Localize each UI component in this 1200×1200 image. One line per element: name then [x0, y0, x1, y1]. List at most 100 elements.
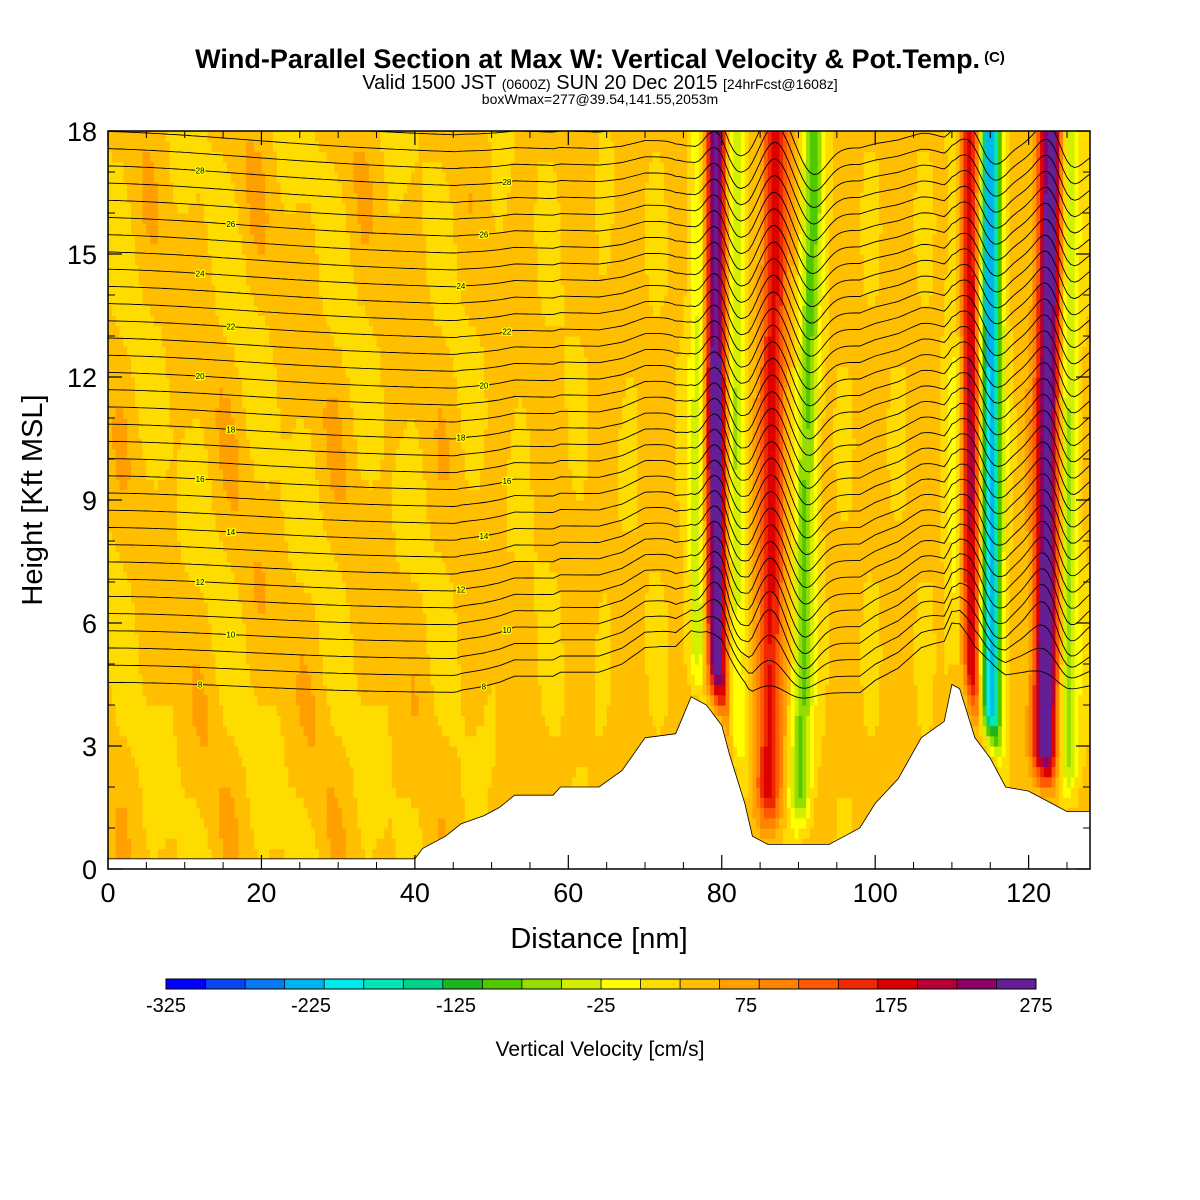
velocity-cell — [798, 489, 803, 501]
velocity-cell — [706, 172, 711, 183]
velocity-cell — [1055, 366, 1060, 378]
velocity-cell — [645, 612, 669, 624]
velocity-cell — [1005, 315, 1011, 327]
velocity-cell — [775, 479, 780, 491]
velocity-cell — [1078, 541, 1087, 552]
velocity-cell — [702, 469, 708, 481]
velocity-cell — [710, 418, 723, 429]
velocity-cell — [971, 377, 976, 388]
velocity-cell — [771, 735, 777, 747]
velocity-cell — [790, 264, 800, 276]
velocity-cell — [817, 469, 823, 481]
velocity-cell — [802, 336, 807, 347]
velocity-cell — [928, 295, 945, 306]
velocity-cell — [691, 612, 704, 624]
velocity-cell — [207, 735, 236, 747]
velocity-cell — [698, 192, 704, 204]
velocity-cell — [763, 623, 769, 634]
velocity-cell — [997, 500, 1003, 511]
velocity-cell — [729, 192, 734, 204]
velocity-cell — [683, 571, 692, 583]
velocity-cell — [740, 305, 746, 317]
velocity-cell — [813, 428, 819, 440]
velocity-cell — [702, 674, 708, 686]
velocity-cell — [825, 202, 834, 214]
velocity-cell — [779, 428, 784, 440]
velocity-cell — [867, 725, 876, 737]
velocity-cell — [460, 295, 543, 306]
velocity-cell — [963, 366, 968, 378]
velocity-cell — [733, 233, 742, 245]
velocity-cell — [767, 202, 773, 214]
velocity-cell — [798, 213, 803, 224]
velocity-cell — [460, 694, 489, 706]
velocity-cell — [1005, 428, 1011, 440]
velocity-cell — [905, 377, 941, 388]
velocity-cell — [380, 356, 454, 368]
velocity-cell — [729, 592, 734, 604]
velocity-cell — [913, 664, 938, 675]
velocity-cell — [817, 602, 830, 614]
velocity-cell — [744, 264, 750, 276]
velocity-cell — [702, 325, 708, 337]
velocity-cell — [1074, 602, 1080, 614]
velocity-cell — [134, 623, 213, 634]
velocity-cell — [982, 520, 988, 532]
velocity-cell — [1001, 182, 1007, 194]
velocity-cell — [1032, 551, 1037, 563]
velocity-cell — [345, 469, 362, 481]
velocity-cell — [744, 346, 750, 358]
velocity-cell — [1024, 418, 1030, 429]
velocity-cell — [483, 459, 508, 470]
velocity-cell — [668, 623, 684, 634]
velocity-cell — [637, 428, 677, 440]
velocity-cell — [668, 243, 688, 255]
velocity-cell — [583, 479, 619, 491]
velocity-cell — [986, 387, 991, 399]
velocity-cell — [1078, 571, 1090, 583]
velocity-cell — [238, 469, 255, 481]
velocity-cell — [203, 213, 240, 224]
velocity-cell — [779, 305, 784, 317]
velocity-cell — [955, 223, 961, 235]
velocity-cell — [813, 643, 819, 655]
velocity-cell — [449, 192, 470, 204]
velocity-cell — [802, 612, 807, 624]
copyright-mark: (C) — [984, 49, 1005, 66]
velocity-cell — [1082, 223, 1090, 235]
velocity-cell — [783, 766, 788, 778]
velocity-cell — [330, 715, 389, 727]
velocity-cell — [721, 612, 727, 624]
velocity-cell — [1028, 766, 1034, 778]
velocity-cell — [729, 541, 734, 552]
velocity-cell — [1059, 746, 1064, 757]
velocity-cell — [825, 582, 865, 593]
velocity-cell — [533, 233, 562, 245]
velocity-cell — [537, 664, 566, 675]
velocity-cell — [668, 694, 700, 706]
velocity-cell — [1074, 469, 1080, 481]
velocity-cell — [963, 295, 968, 306]
velocity-cell — [775, 469, 780, 481]
velocity-cell — [744, 500, 750, 511]
velocity-cell — [817, 254, 823, 265]
velocity-cell — [948, 500, 957, 511]
velocity-cell — [905, 438, 941, 450]
velocity-cell — [740, 797, 754, 809]
velocity-cell — [775, 817, 780, 829]
velocity-cell — [706, 664, 711, 675]
velocity-cell — [391, 520, 431, 532]
velocity-cell — [806, 407, 811, 419]
velocity-cell — [108, 530, 113, 542]
velocity-cell — [752, 735, 757, 747]
velocity-cell — [426, 633, 458, 645]
velocity-cell — [763, 459, 769, 470]
velocity-cell — [192, 674, 205, 686]
velocity-cell — [817, 459, 823, 470]
velocity-cell — [675, 428, 688, 440]
velocity-cell — [464, 797, 489, 809]
velocity-cell — [817, 428, 823, 440]
velocity-cell — [721, 346, 727, 358]
velocity-cell — [786, 418, 792, 429]
velocity-cell — [1066, 336, 1076, 347]
